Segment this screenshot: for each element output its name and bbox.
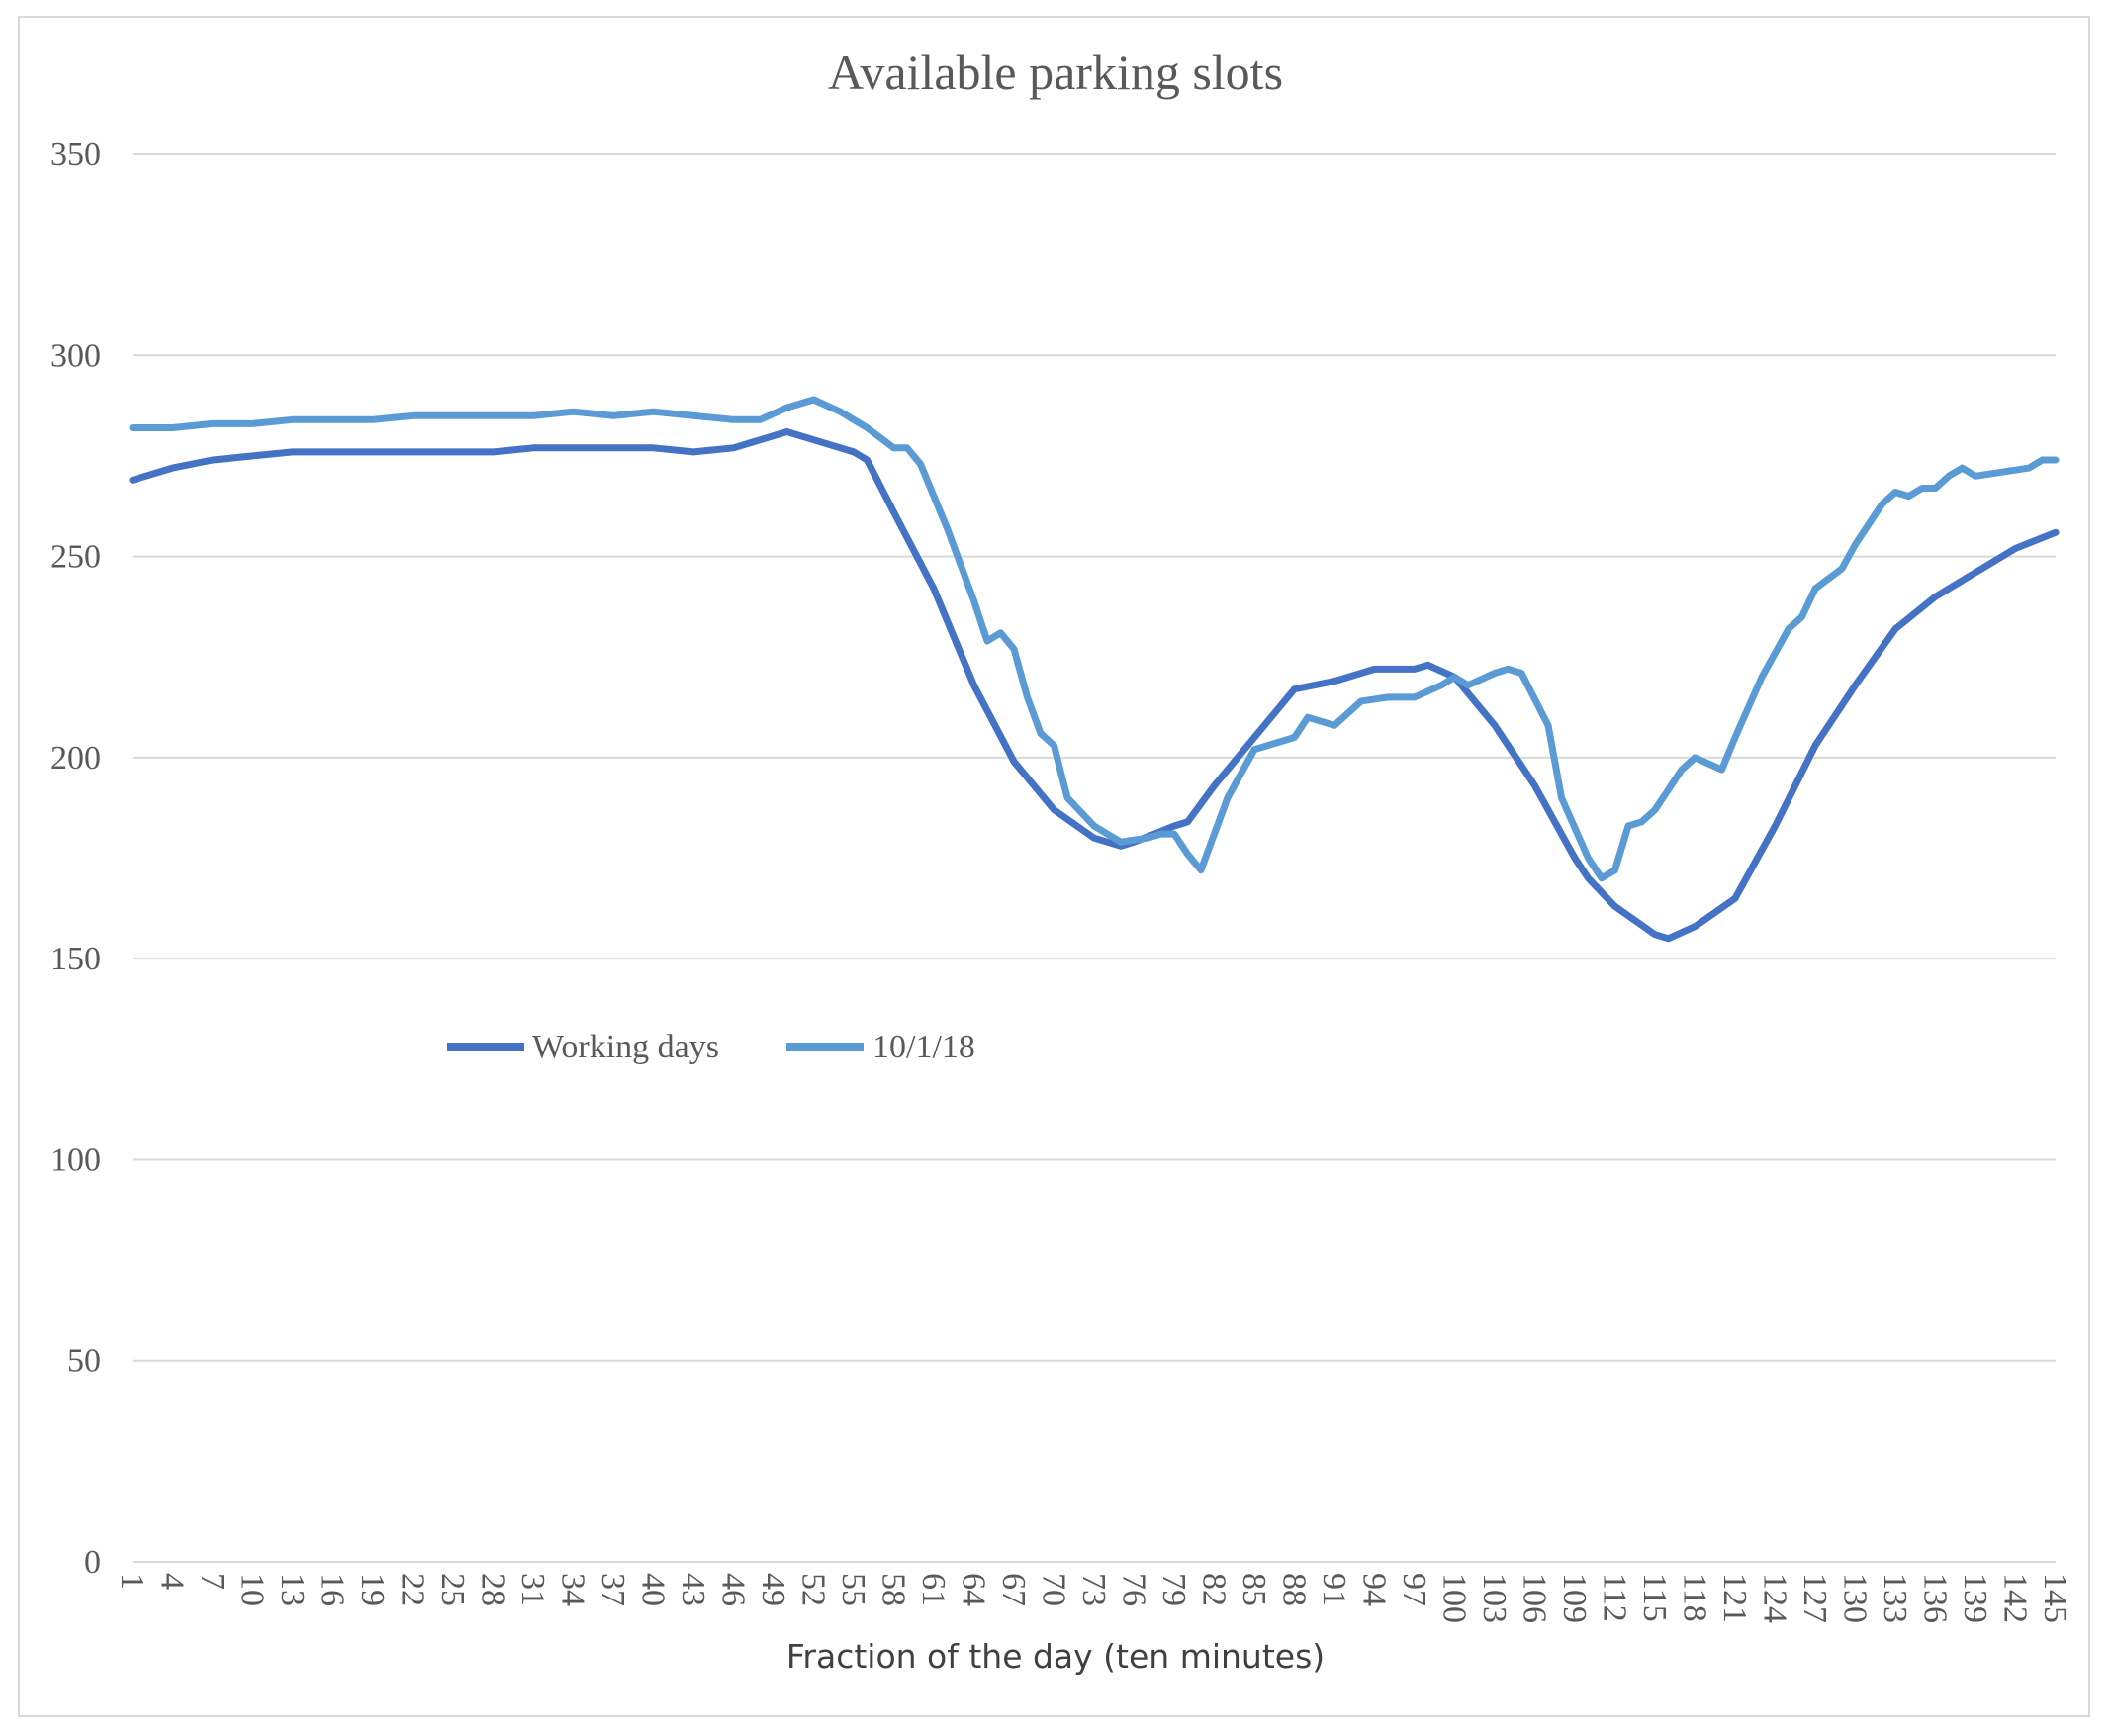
x-tick-label: 133 xyxy=(1877,1573,1913,1623)
legend: Working days 10/1/18 xyxy=(447,1029,975,1065)
x-tick-label: 118 xyxy=(1677,1573,1713,1622)
series-line-10-1-18 xyxy=(129,396,2060,882)
y-tick-label: 150 xyxy=(50,941,101,977)
x-tick-label: 145 xyxy=(2037,1573,2073,1623)
x-tick-label: 91 xyxy=(1316,1573,1352,1606)
x-tick-label: 79 xyxy=(1155,1573,1192,1606)
y-tick-label: 350 xyxy=(50,137,101,173)
x-tick-label: 10 xyxy=(234,1573,271,1606)
x-tick-label: 130 xyxy=(1837,1573,1874,1623)
x-tick-label: 52 xyxy=(795,1573,832,1606)
x-tick-label: 4 xyxy=(154,1573,191,1590)
x-tick-label: 49 xyxy=(755,1573,791,1606)
x-axis-ticks: 1 4 7 10 13 16 19 22 25 28 31 34 37 40 43 46 49 52 55 58 61 6… xyxy=(114,1573,2073,1623)
x-tick-label: 31 xyxy=(514,1573,551,1606)
y-tick-label: 200 xyxy=(50,740,101,777)
chart-title: Available parking slots xyxy=(828,45,1283,100)
x-tick-label: 100 xyxy=(1436,1573,1473,1623)
x-tick-label: 58 xyxy=(875,1573,912,1606)
y-tick-label: 250 xyxy=(50,539,101,576)
x-tick-label: 88 xyxy=(1276,1573,1313,1606)
x-tick-label: 112 xyxy=(1597,1573,1633,1622)
x-tick-label: 43 xyxy=(675,1573,711,1606)
x-tick-label: 7 xyxy=(194,1573,230,1590)
series-lines xyxy=(129,396,2060,943)
x-tick-label: 55 xyxy=(835,1573,872,1606)
x-tick-label: 67 xyxy=(995,1573,1032,1606)
x-tick-label: 97 xyxy=(1396,1573,1432,1606)
y-tick-label: 300 xyxy=(50,337,101,374)
y-tick-label: 0 xyxy=(84,1544,101,1581)
x-tick-label: 40 xyxy=(635,1573,672,1606)
x-tick-label: 1 xyxy=(114,1573,150,1590)
x-tick-label: 19 xyxy=(354,1573,391,1606)
x-tick-label: 34 xyxy=(555,1573,592,1606)
x-axis-label: Fraction of the day (ten minutes) xyxy=(786,1637,1325,1676)
x-tick-label: 85 xyxy=(1236,1573,1272,1606)
y-tick-label: 50 xyxy=(67,1343,101,1380)
x-tick-label: 109 xyxy=(1556,1573,1593,1623)
x-tick-label: 124 xyxy=(1757,1573,1793,1623)
x-tick-label: 13 xyxy=(274,1573,311,1606)
x-tick-label: 121 xyxy=(1716,1573,1753,1623)
x-tick-label: 127 xyxy=(1796,1573,1833,1623)
x-tick-label: 136 xyxy=(1917,1573,1954,1623)
x-tick-label: 64 xyxy=(956,1573,992,1606)
x-tick-label: 25 xyxy=(434,1573,471,1606)
x-tick-label: 106 xyxy=(1516,1573,1553,1623)
line-chart: Available parking slots 0 50 100 150 200 250 3… xyxy=(50,45,2073,1676)
x-tick-label: 76 xyxy=(1116,1573,1152,1606)
x-tick-label: 37 xyxy=(595,1573,631,1606)
x-tick-label: 115 xyxy=(1636,1573,1673,1622)
y-tick-label: 100 xyxy=(50,1142,101,1178)
x-tick-label: 22 xyxy=(395,1573,431,1606)
legend-label: Working days xyxy=(532,1029,719,1065)
series-line-working-days xyxy=(129,428,2060,943)
x-tick-label: 142 xyxy=(1997,1573,2034,1623)
legend-label: 10/1/18 xyxy=(872,1029,975,1065)
x-tick-label: 82 xyxy=(1196,1573,1233,1606)
gridlines xyxy=(133,153,2056,1563)
chart-frame: Available parking slots 0 50 100 150 200 250 3… xyxy=(18,16,2090,1717)
y-axis-ticks: 0 50 100 150 200 250 300 350 xyxy=(50,137,101,1581)
x-tick-label: 139 xyxy=(1957,1573,1993,1623)
x-tick-label: 61 xyxy=(915,1573,952,1606)
x-tick-label: 103 xyxy=(1476,1573,1513,1623)
x-tick-label: 28 xyxy=(475,1573,511,1606)
x-tick-label: 70 xyxy=(1036,1573,1072,1606)
x-tick-label: 46 xyxy=(715,1573,752,1606)
x-tick-label: 73 xyxy=(1075,1573,1112,1606)
x-tick-label: 94 xyxy=(1356,1573,1393,1606)
x-tick-label: 16 xyxy=(315,1573,351,1606)
